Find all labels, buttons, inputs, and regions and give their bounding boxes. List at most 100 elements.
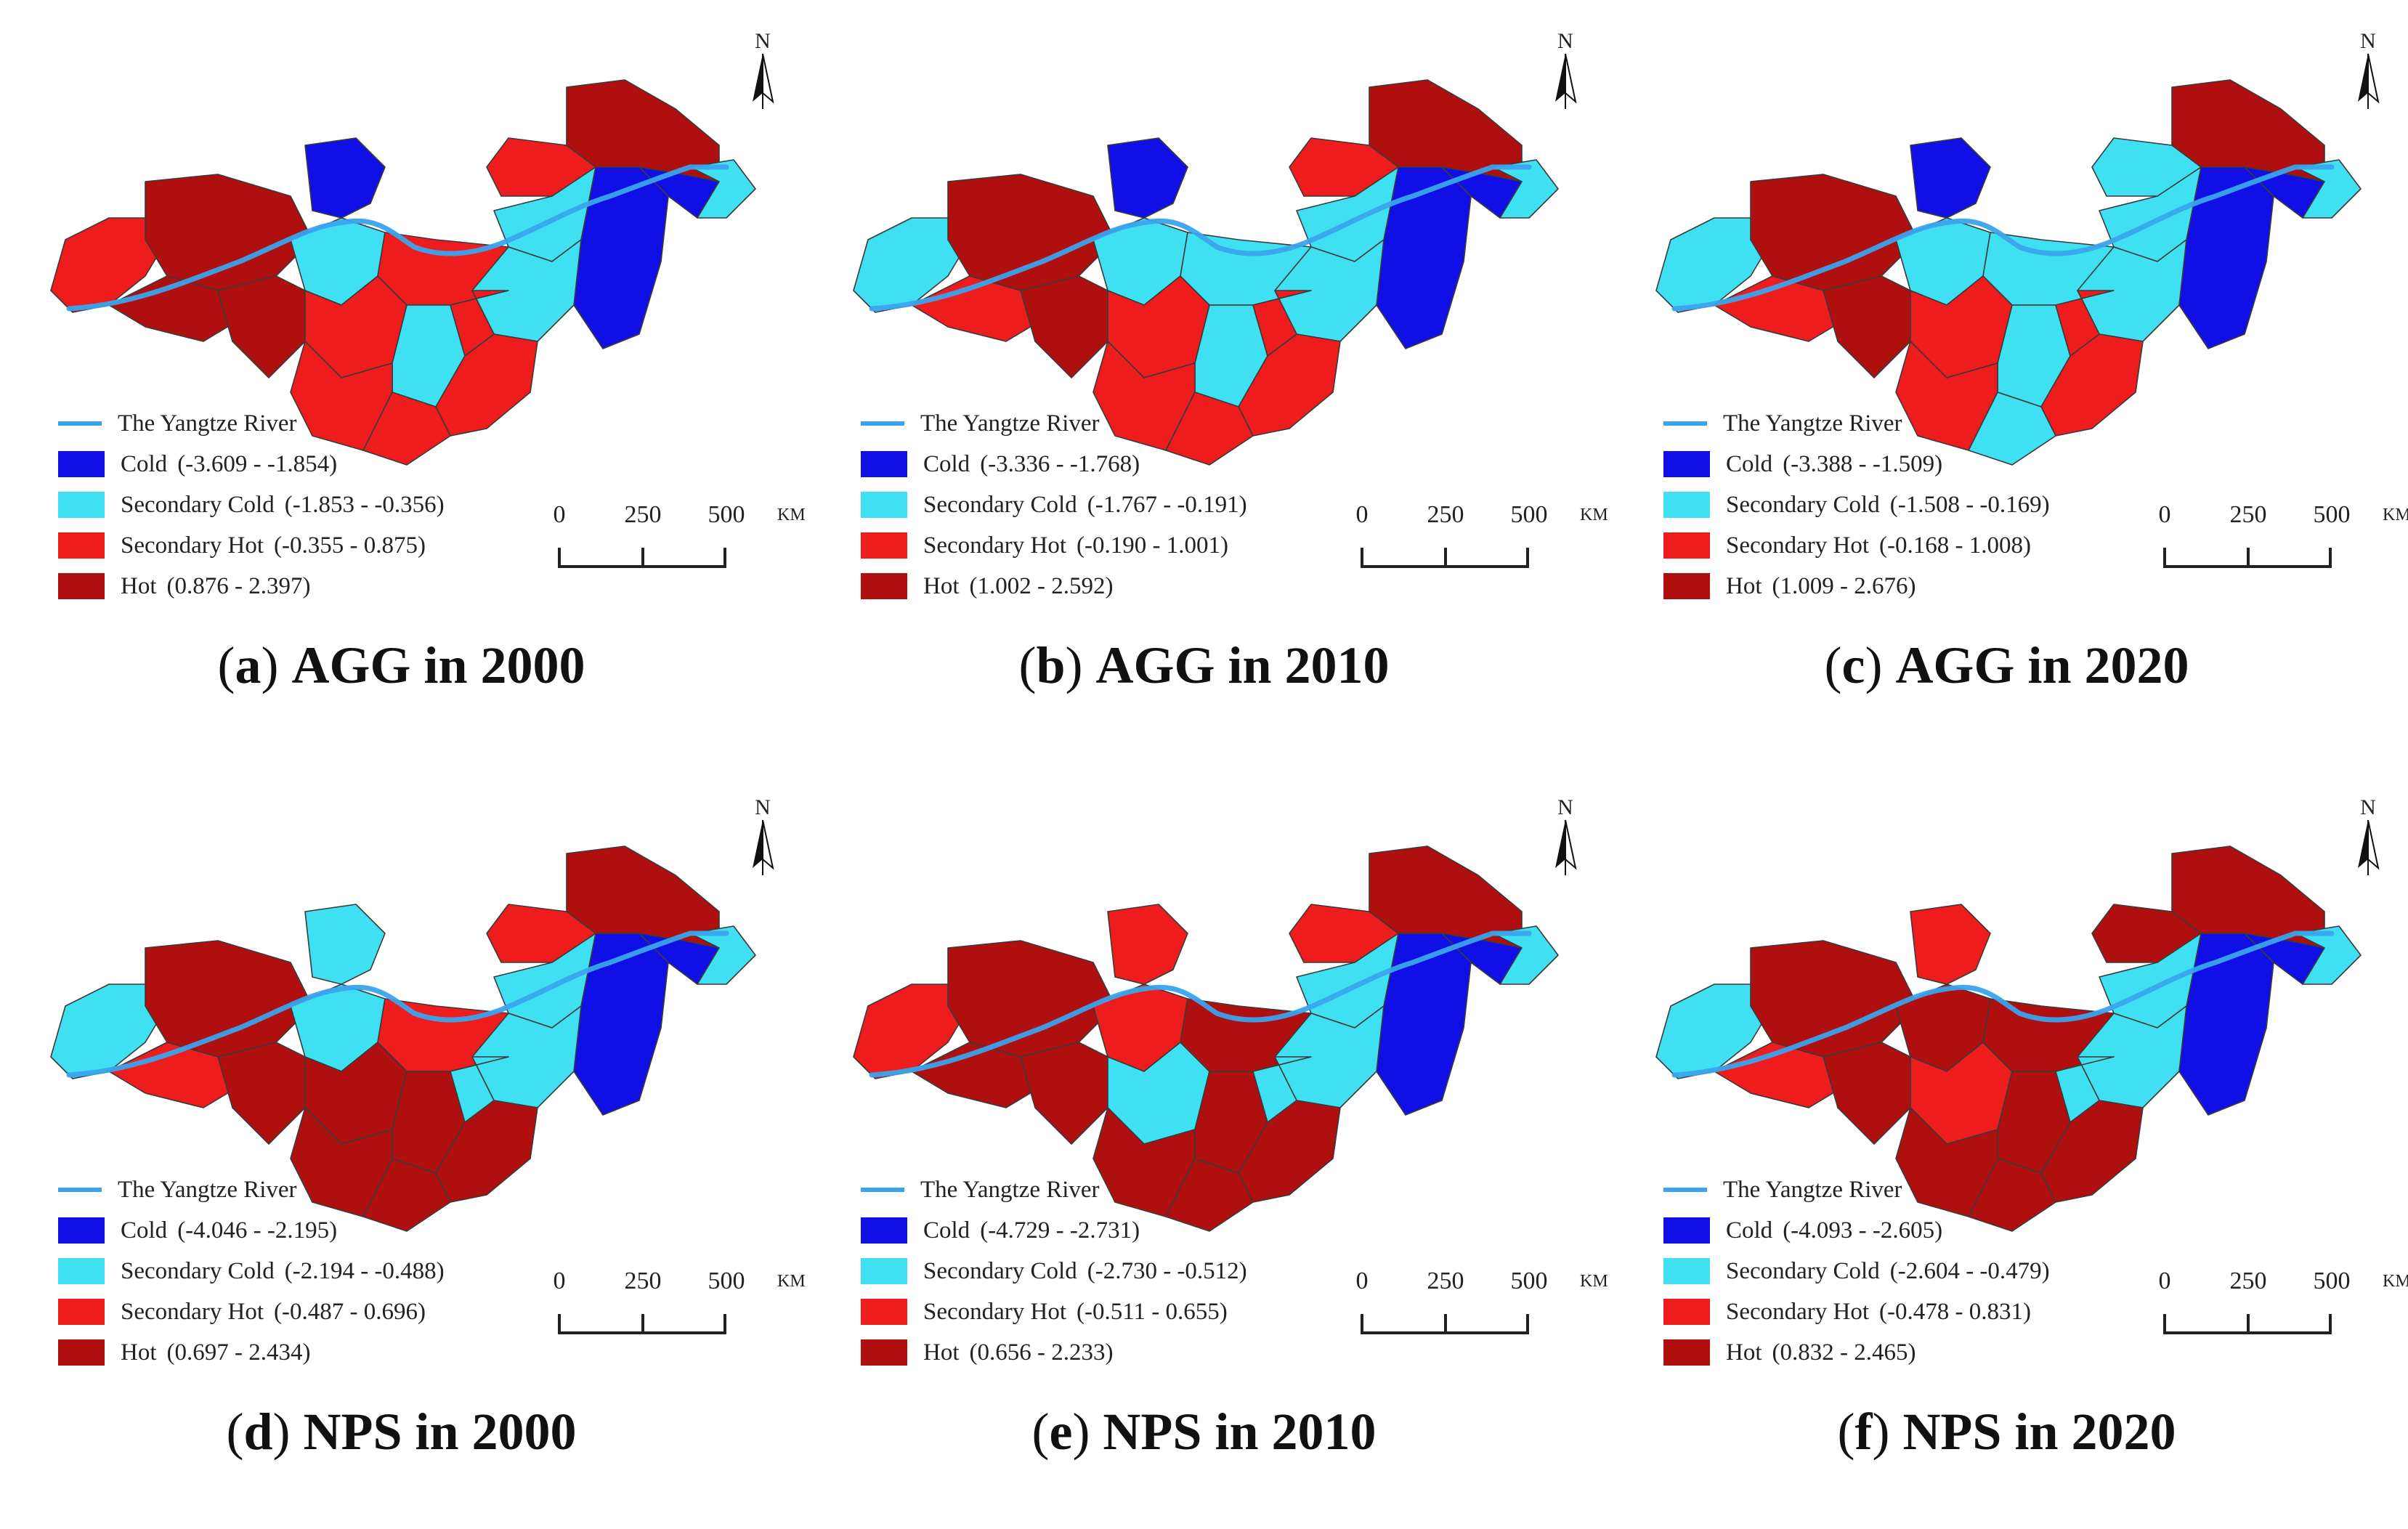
region-secondary-cold xyxy=(2055,1056,2115,1123)
map-legend: The Yangtze River Cold (-4.093 - -2.605)… xyxy=(1663,1169,2050,1373)
region-secondary-cold xyxy=(1655,217,1773,313)
legend-cold-label: Cold xyxy=(1726,450,1773,477)
region-layer xyxy=(50,845,756,1232)
legend-secondary-cold-row: Secondary Cold (-2.194 - -0.488) xyxy=(58,1251,445,1291)
scale-unit: KM xyxy=(2383,506,2408,524)
region-hot xyxy=(1750,174,1918,291)
legend-hot-range: (0.656 - 2.233) xyxy=(969,1339,1114,1366)
hot-swatch xyxy=(58,573,105,599)
legend-secondary-cold-range: (-1.767 - -0.191) xyxy=(1087,491,1247,518)
legend-secondary-cold-row: Secondary Cold (-2.730 - -0.512) xyxy=(861,1251,1247,1291)
legend-secondary-hot-row: Secondary Hot (-0.478 - 0.831) xyxy=(1663,1291,2050,1332)
legend-secondary-cold-range: (-1.508 - -0.169) xyxy=(1889,491,2050,518)
legend-secondary-hot-row: Secondary Hot (-0.355 - 0.875) xyxy=(58,525,445,566)
choropleth-map xyxy=(853,845,1559,1232)
scale-tick-mark xyxy=(558,548,561,567)
legend-cold-row: Cold (-4.729 - -2.731) xyxy=(861,1210,1247,1251)
region-hot xyxy=(145,940,313,1058)
map-panel-b: N The Yangtze River Cold (-3.336 - -1.76… xyxy=(803,0,1608,763)
map-panel-d: N The Yangtze River Cold (-4.046 - -2.19… xyxy=(0,766,806,1529)
legend-hot-row: Hot (1.002 - 2.592) xyxy=(861,566,1247,607)
north-arrow: N xyxy=(2346,795,2390,883)
legend-river-row: The Yangtze River xyxy=(861,1169,1247,1210)
scale-bar: 0 250 500 KM xyxy=(1355,1268,1608,1347)
north-label: N xyxy=(1557,29,1573,53)
region-layer xyxy=(50,79,756,466)
scale-bar: 0 250 500 KM xyxy=(552,501,806,581)
north-arrow-icon xyxy=(1555,819,1577,875)
scale-tick-500: 500 xyxy=(2313,1268,2351,1294)
scale-tick-mark xyxy=(723,548,726,567)
north-label: N xyxy=(755,795,771,819)
north-arrow: N xyxy=(1544,29,1587,116)
caption-letter: d xyxy=(243,1403,273,1461)
region-secondary-cold xyxy=(2295,159,2362,219)
scale-tick-mark xyxy=(2163,1314,2166,1333)
region-secondary-cold xyxy=(50,983,168,1079)
hot-swatch xyxy=(58,1339,105,1366)
legend-hot-row: Hot (1.009 - 2.676) xyxy=(1663,566,2050,607)
scale-tick-mark xyxy=(1361,1314,1363,1333)
choropleth-map xyxy=(1655,79,2362,466)
legend-secondary-cold-row: Secondary Cold (-2.604 - -0.479) xyxy=(1663,1251,2050,1291)
region-hot xyxy=(145,174,313,291)
region-secondary-hot xyxy=(486,904,596,963)
region-cold xyxy=(1910,137,1991,219)
legend-secondary-hot-range: (-0.168 - 1.008) xyxy=(1879,532,2032,559)
legend-secondary-hot-label: Secondary Hot xyxy=(121,532,264,559)
north-arrow: N xyxy=(1544,795,1587,883)
region-secondary-cold xyxy=(689,925,756,985)
north-arrow: N xyxy=(741,795,785,883)
scale-tick-500: 500 xyxy=(1510,501,1548,528)
legend-secondary-cold-label: Secondary Cold xyxy=(1726,1257,1880,1284)
legend-hot-range: (0.697 - 2.434) xyxy=(166,1339,311,1366)
legend-secondary-cold-range: (-1.853 - -0.356) xyxy=(284,491,445,518)
scale-tick-0: 0 xyxy=(2158,501,2171,528)
region-hot xyxy=(947,940,1116,1058)
region-secondary-cold xyxy=(304,904,386,985)
caption-year: 2020 xyxy=(2071,1403,2176,1461)
legend-river-label: The Yangtze River xyxy=(118,1176,297,1203)
caption-indicator: NPS xyxy=(1103,1403,1202,1461)
region-hot xyxy=(1968,1158,2056,1232)
legend-hot-label: Hot xyxy=(121,572,157,599)
legend-cold-label: Cold xyxy=(121,450,168,477)
caption-year: 2010 xyxy=(1284,636,1390,694)
legend-secondary-hot-range: (-0.478 - 0.831) xyxy=(1879,1298,2032,1325)
scale-line xyxy=(2163,1331,2332,1334)
scale-tick-mark xyxy=(723,1314,726,1333)
legend-river-row: The Yangtze River xyxy=(58,1169,445,1210)
region-secondary-cold xyxy=(2091,137,2202,197)
legend-secondary-hot-range: (-0.355 - 0.875) xyxy=(274,532,426,559)
north-label: N xyxy=(1557,795,1573,819)
scale-tick-0: 0 xyxy=(2158,1268,2171,1294)
map-panel-f: N The Yangtze River Cold (-4.093 - -2.60… xyxy=(1605,766,2408,1529)
scale-tick-mark xyxy=(641,548,644,567)
caption-in: in xyxy=(1215,1403,1259,1461)
hot-swatch xyxy=(861,573,907,599)
legend-secondary-hot-range: (-0.487 - 0.696) xyxy=(274,1298,426,1325)
legend-cold-label: Cold xyxy=(1726,1217,1773,1244)
caption-letter: c xyxy=(1841,636,1865,694)
legend-cold-range: (-4.729 - -2.731) xyxy=(980,1217,1140,1244)
region-secondary-cold xyxy=(2295,925,2362,985)
region-cold xyxy=(1107,137,1188,219)
yangtze-river-line xyxy=(66,930,729,1078)
legend-hot-row: Hot (0.697 - 2.434) xyxy=(58,1332,445,1373)
legend-river-label: The Yangtze River xyxy=(920,410,1100,437)
yangtze-river-line xyxy=(1671,930,2335,1078)
legend-secondary-cold-label: Secondary Cold xyxy=(121,1257,275,1284)
river-symbol xyxy=(861,421,904,426)
legend-secondary-cold-label: Secondary Cold xyxy=(1726,491,1880,518)
secondary-hot-swatch xyxy=(1663,1299,1710,1325)
scale-tick-mark xyxy=(1361,548,1363,567)
scale-unit: KM xyxy=(1580,1272,1608,1291)
legend-secondary-hot-row: Secondary Hot (-0.511 - 0.655) xyxy=(861,1291,1247,1332)
map-legend: The Yangtze River Cold (-4.729 - -2.731)… xyxy=(861,1169,1247,1373)
caption-letter: a xyxy=(235,636,262,694)
legend-cold-row: Cold (-3.336 - -1.768) xyxy=(861,444,1247,484)
legend-secondary-cold-row: Secondary Cold (-1.508 - -0.169) xyxy=(1663,484,2050,525)
choropleth-map xyxy=(50,845,756,1232)
secondary-hot-swatch xyxy=(1663,532,1710,559)
scale-tick-250: 250 xyxy=(1427,1268,1464,1294)
